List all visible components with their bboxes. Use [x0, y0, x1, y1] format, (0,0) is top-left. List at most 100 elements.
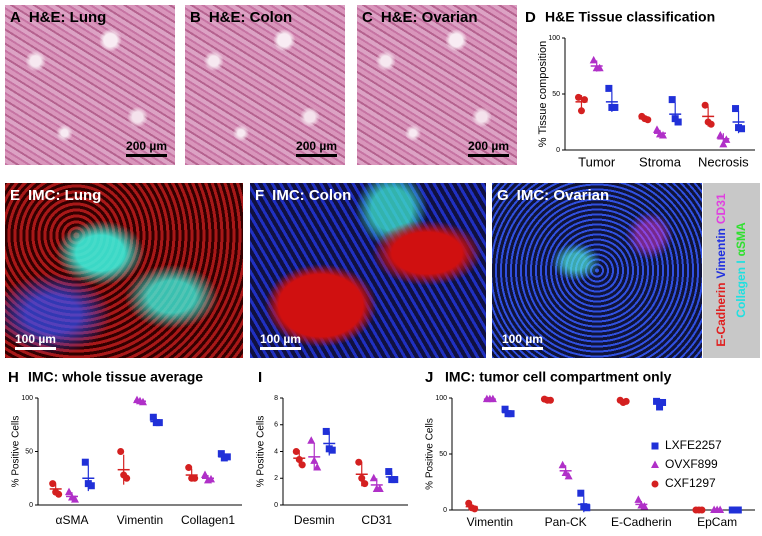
scale-bar: 200 µm [296, 139, 337, 157]
chart-title: H&E Tissue classification [545, 9, 715, 25]
panel-title: H&E: Lung [28, 9, 107, 26]
data-point [488, 394, 497, 403]
panel-letter: A [10, 9, 21, 26]
data-point [369, 473, 378, 482]
data-point [149, 413, 157, 421]
data-point [310, 456, 319, 464]
scale-bar-line [468, 154, 509, 157]
data-point [292, 448, 300, 455]
data-point [139, 397, 147, 406]
data-point [577, 107, 585, 115]
legend-marker [651, 480, 659, 488]
y-tick-label: 50 [552, 91, 560, 98]
image-panel: A H&E: Lung 200 µm [5, 5, 175, 165]
data-point [674, 118, 682, 126]
image-panel: B H&E: Colon 200 µm [185, 5, 345, 165]
data-point [732, 105, 740, 113]
data-point [65, 487, 73, 496]
data-point [507, 410, 515, 418]
panel-label: A H&E: Lung [10, 9, 114, 26]
data-point [564, 471, 573, 480]
data-point [707, 120, 715, 128]
chart-title: IMC: tumor cell compartment only [445, 369, 672, 385]
data-point [71, 495, 79, 503]
data-point [355, 458, 363, 466]
data-point [55, 490, 63, 498]
y-tick-label: 50 [25, 448, 33, 455]
data-point [583, 504, 591, 512]
image-panel: E IMC: Lung 100 µm [5, 183, 243, 358]
data-point [123, 474, 131, 482]
scale-bar: 200 µm [468, 139, 509, 157]
data-point [191, 474, 199, 482]
image-panel: G IMC: Ovarian 100 µm [492, 183, 702, 358]
data-point [391, 476, 399, 484]
panel-letter: B [190, 9, 201, 26]
data-point [719, 139, 728, 148]
scale-bar-text: 200 µm [468, 139, 509, 153]
panel-title: H&E: Colon [208, 9, 293, 26]
data-point [656, 403, 664, 411]
panel-letter: E [10, 187, 21, 204]
data-point [313, 463, 322, 471]
data-point [622, 397, 630, 405]
data-point [558, 460, 567, 469]
data-point [734, 506, 742, 514]
scale-bar-text: 100 µm [15, 332, 56, 346]
panel-letter: I [258, 369, 262, 386]
scale-bar-text: 200 µm [126, 139, 167, 153]
channel-name: Vimentin [714, 228, 728, 278]
x-tick-label: Tumor [578, 154, 616, 169]
x-tick-label: CD31 [361, 513, 392, 527]
data-point [698, 506, 706, 514]
channel-name: Collagen I [734, 260, 748, 317]
data-point [298, 461, 306, 469]
y-tick-label: 0 [556, 147, 560, 154]
y-tick-label: 0 [274, 502, 278, 509]
scale-bar-line [502, 347, 543, 350]
y-tick-label: 6 [274, 422, 278, 429]
y-axis-label: % Positive Cells [256, 416, 267, 488]
scale-bar: 100 µm [260, 332, 301, 350]
panel-title: IMC: Lung [28, 187, 102, 204]
channel-name: CD31 [714, 193, 728, 224]
channel-name: E-Cadherin [714, 283, 728, 347]
data-point [640, 502, 649, 510]
legend-label: CXF1297 [665, 476, 716, 490]
x-tick-label: E-Cadherin [611, 515, 672, 529]
legend-label: LXFE2257 [665, 438, 722, 452]
data-point [185, 464, 193, 472]
x-tick-label: Collagen1 [181, 513, 235, 527]
image-panel: C H&E: Ovarian 200 µm [357, 5, 517, 165]
y-tick-label: 4 [274, 448, 278, 455]
y-tick-label: 2 [274, 475, 278, 482]
scale-bar-text: 100 µm [502, 332, 543, 346]
y-tick-label: 0 [443, 507, 447, 514]
scale-bar-text: 100 µm [260, 332, 301, 346]
x-tick-label: αSMA [56, 513, 89, 527]
panel-title: H&E: Ovarian [380, 9, 478, 26]
data-point [738, 125, 746, 133]
panel-label: B H&E: Colon [190, 9, 300, 26]
scale-bar-line [296, 154, 337, 157]
x-tick-label: Vimentin [117, 513, 163, 527]
data-point [155, 419, 163, 427]
data-point [375, 484, 384, 492]
data-point [644, 116, 652, 124]
y-tick-label: 100 [21, 395, 33, 402]
channel-legend: E-Cadherin Vimentin CD31 [714, 193, 728, 346]
data-point [595, 63, 604, 72]
data-point [87, 482, 95, 490]
data-point [223, 453, 231, 461]
y-axis-label: % Positive Cells [11, 416, 22, 488]
data-point [716, 130, 725, 139]
scale-bar: 100 µm [15, 332, 56, 350]
channel-legend-bg [703, 183, 760, 358]
legend-marker [651, 442, 659, 450]
data-point [605, 84, 613, 92]
data-point [207, 474, 215, 483]
x-tick-label: Desmin [294, 513, 335, 527]
data-point [634, 495, 643, 503]
